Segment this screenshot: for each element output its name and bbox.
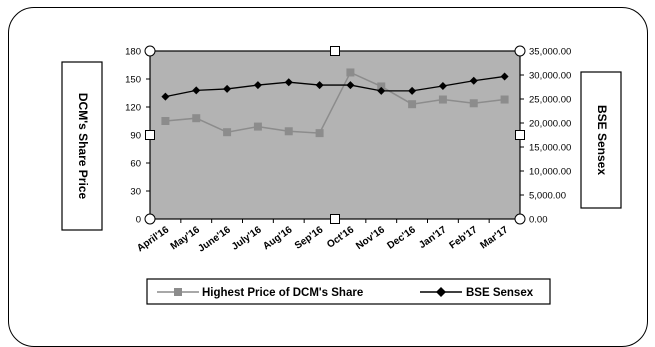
data-point-dcm	[192, 114, 201, 123]
right-tick-label: 25,000.00	[529, 95, 571, 106]
right-tick-label: 20,000.00	[529, 119, 571, 130]
data-point-dcm	[469, 99, 478, 108]
corner-resize-handle[interactable]	[514, 45, 526, 57]
right-tick-label: 15,000.00	[529, 143, 571, 154]
data-point-sensex	[408, 86, 417, 95]
data-point-dcm	[315, 129, 324, 138]
data-point-dcm	[346, 68, 355, 77]
left-tick-label: 30	[130, 187, 141, 198]
left-tick-label: 120	[125, 103, 141, 114]
side-resize-handle[interactable]	[330, 214, 340, 224]
right-tick-label: 5,000.00	[529, 191, 566, 202]
data-point-dcm	[500, 95, 509, 104]
data-point-sensex	[315, 81, 324, 90]
data-point-sensex	[192, 86, 201, 95]
right-tick-label: 30,000.00	[529, 71, 571, 82]
y-axis-label: DCM's Share Price	[76, 93, 90, 200]
left-axis-title-box	[61, 61, 103, 231]
legend: Highest Price of DCM's Share BSE Sensex	[146, 278, 551, 305]
legend-marker-dcm	[174, 288, 182, 296]
plot-layer	[149, 50, 521, 220]
legend-label-dcm: Highest Price of DCM's Share	[202, 287, 363, 299]
series-layer	[161, 68, 509, 138]
left-tick-label: 0	[136, 215, 141, 226]
x-tick-label: Dec'16	[385, 224, 418, 252]
series-line-dcm	[165, 71, 505, 134]
data-point-sensex	[469, 76, 478, 85]
data-point-dcm	[284, 127, 293, 136]
right-axis-title-box	[580, 71, 622, 209]
data-point-dcm	[161, 117, 170, 125]
data-point-sensex	[161, 92, 170, 101]
left-tick-label: 90	[130, 131, 141, 142]
corner-resize-handle[interactable]	[514, 213, 526, 225]
x-tick-label: Jan'17	[417, 224, 449, 251]
series-line-sensex	[165, 75, 505, 98]
data-point-sensex	[346, 81, 355, 90]
y2-axis-label: BSE Sensex	[595, 105, 609, 175]
data-point-sensex	[253, 81, 262, 90]
x-tick-label: Sep'16	[293, 224, 326, 252]
data-point-dcm	[253, 122, 262, 131]
data-point-dcm	[223, 128, 232, 137]
data-point-dcm	[408, 100, 417, 109]
data-point-dcm	[438, 95, 447, 104]
x-tick-label: Feb'17	[448, 224, 480, 251]
data-point-dcm	[377, 82, 386, 91]
left-tick-label: 150	[125, 75, 141, 86]
x-tick-label: Aug'16	[261, 224, 295, 252]
side-resize-handle[interactable]	[515, 130, 525, 140]
corner-resize-handle[interactable]	[144, 213, 156, 225]
left-tick-label: 180	[125, 47, 141, 58]
x-tick-label: June'16	[196, 224, 233, 254]
x-tick-label: Mar'17	[478, 224, 510, 251]
right-tick-label: 10,000.00	[529, 167, 571, 178]
data-point-sensex	[500, 72, 509, 81]
selection-handles[interactable]	[144, 45, 526, 225]
legend-marker-sensex	[436, 287, 446, 297]
plot-area	[149, 50, 521, 220]
left-tick-label: 60	[130, 159, 141, 170]
x-tick-label: April'16	[135, 224, 171, 254]
x-tick-label: Nov'16	[354, 224, 387, 252]
side-resize-handle[interactable]	[330, 46, 340, 56]
data-point-sensex	[377, 86, 386, 95]
legend-label-sensex: BSE Sensex	[466, 287, 534, 299]
side-resize-handle[interactable]	[145, 130, 155, 140]
right-tick-label: 35,000.00	[529, 47, 571, 58]
data-point-sensex	[223, 84, 232, 93]
data-point-sensex	[438, 82, 447, 91]
right-axis-ticks: 0.00 5,000.00 10,000.00 15,000.00 20,000.00 2…	[520, 47, 571, 226]
corner-resize-handle[interactable]	[144, 45, 156, 57]
x-tick-label: Oct'16	[325, 224, 356, 251]
x-axis-ticks: April'16May'16June'16July'16Aug'16Sep'16…	[135, 219, 521, 255]
legend-box	[146, 278, 551, 305]
right-tick-label: 0.00	[529, 215, 548, 226]
data-point-sensex	[284, 78, 293, 87]
x-tick-label: July'16	[230, 224, 264, 252]
